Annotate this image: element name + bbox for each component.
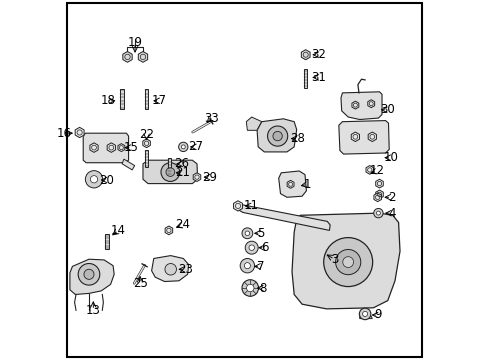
Text: 19: 19 [127, 36, 142, 49]
Text: 13: 13 [86, 304, 101, 317]
Circle shape [244, 263, 250, 269]
Polygon shape [375, 190, 383, 199]
Circle shape [248, 245, 254, 251]
Polygon shape [138, 51, 147, 62]
Circle shape [376, 211, 380, 215]
Text: 21: 21 [175, 166, 190, 179]
Circle shape [242, 280, 258, 296]
Bar [168, 158, 171, 175]
Text: 15: 15 [124, 141, 139, 154]
Circle shape [246, 284, 253, 292]
Polygon shape [142, 139, 150, 148]
Text: 25: 25 [132, 277, 147, 290]
Circle shape [323, 238, 372, 287]
Circle shape [244, 231, 249, 235]
Polygon shape [367, 132, 376, 141]
Polygon shape [165, 226, 172, 235]
Text: 16: 16 [57, 127, 72, 140]
Polygon shape [90, 143, 98, 152]
Polygon shape [238, 204, 329, 230]
Polygon shape [373, 193, 381, 202]
Text: 30: 30 [380, 103, 394, 116]
Bar [144, 89, 148, 109]
Circle shape [335, 249, 360, 275]
Polygon shape [151, 256, 188, 282]
Circle shape [166, 168, 174, 176]
Polygon shape [351, 101, 358, 109]
Text: 10: 10 [383, 151, 397, 164]
Polygon shape [359, 316, 371, 319]
Polygon shape [301, 50, 309, 60]
Circle shape [78, 264, 100, 285]
Polygon shape [107, 143, 115, 152]
Circle shape [244, 241, 258, 254]
Polygon shape [375, 179, 383, 188]
Circle shape [178, 142, 187, 152]
Circle shape [272, 131, 282, 141]
Polygon shape [70, 259, 114, 294]
Text: 1: 1 [304, 178, 311, 191]
Polygon shape [340, 92, 381, 120]
Polygon shape [367, 100, 374, 108]
Text: 33: 33 [203, 112, 218, 125]
Polygon shape [118, 144, 124, 152]
Text: 17: 17 [152, 94, 167, 107]
Text: 20: 20 [100, 174, 114, 186]
Circle shape [362, 311, 367, 316]
Polygon shape [233, 201, 242, 211]
Polygon shape [350, 132, 359, 141]
Text: 23: 23 [177, 263, 192, 276]
Text: 27: 27 [188, 140, 203, 153]
Polygon shape [83, 133, 128, 163]
Polygon shape [291, 213, 399, 309]
Text: 28: 28 [290, 132, 305, 145]
Text: 3: 3 [330, 253, 338, 266]
Bar [304, 69, 306, 88]
Text: 7: 7 [256, 260, 264, 273]
Bar [145, 150, 148, 167]
Circle shape [359, 308, 370, 320]
Polygon shape [142, 160, 197, 184]
Circle shape [342, 257, 353, 267]
Circle shape [373, 208, 382, 218]
Text: 18: 18 [101, 94, 116, 107]
Polygon shape [246, 117, 261, 130]
Text: 2: 2 [387, 191, 394, 204]
Text: 11: 11 [243, 199, 258, 212]
Text: 24: 24 [175, 219, 190, 231]
Polygon shape [122, 159, 134, 170]
Bar [120, 89, 123, 109]
Circle shape [164, 264, 176, 275]
Circle shape [161, 163, 179, 181]
Text: 12: 12 [369, 165, 384, 177]
Bar [105, 234, 108, 249]
Polygon shape [75, 127, 84, 138]
Text: 31: 31 [310, 71, 325, 84]
Polygon shape [122, 51, 132, 62]
Circle shape [84, 269, 94, 279]
Circle shape [90, 176, 98, 183]
Text: 8: 8 [259, 282, 266, 294]
Text: 32: 32 [310, 48, 325, 61]
Text: 9: 9 [374, 309, 382, 321]
Text: 26: 26 [174, 157, 189, 170]
Polygon shape [278, 171, 306, 197]
Circle shape [85, 171, 102, 188]
Polygon shape [365, 166, 373, 174]
Text: 29: 29 [202, 171, 217, 184]
Text: 5: 5 [257, 227, 264, 240]
Circle shape [240, 258, 254, 273]
Text: 4: 4 [387, 207, 395, 220]
Circle shape [267, 126, 287, 146]
Text: 6: 6 [261, 241, 268, 254]
Circle shape [242, 228, 252, 239]
Text: 22: 22 [139, 129, 154, 141]
Polygon shape [193, 173, 201, 181]
Polygon shape [257, 119, 296, 152]
Text: 14: 14 [111, 224, 126, 237]
Polygon shape [286, 180, 293, 188]
Circle shape [181, 145, 185, 149]
Polygon shape [338, 121, 388, 154]
